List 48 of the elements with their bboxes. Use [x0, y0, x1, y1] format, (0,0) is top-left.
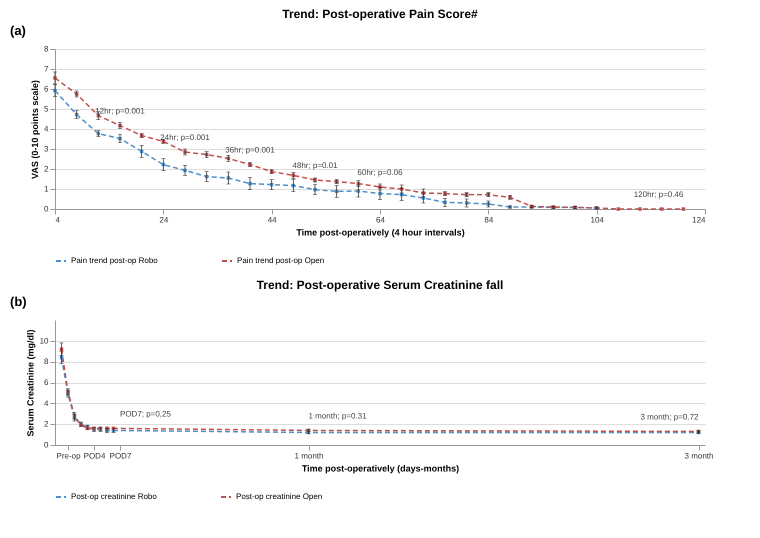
x-tick-label: 84: [484, 216, 494, 224]
chart-title: Trend: Post-operative Serum Creatinine fall: [256, 278, 504, 292]
y-tick-label: 2: [44, 164, 50, 174]
x-axis-title: Time post-operatively (4 hour intervals): [296, 228, 465, 238]
annotation: 1 month; p=0.31: [308, 411, 368, 420]
annotation: POD7; p=0,25: [120, 409, 172, 418]
y-tick-label: 10: [40, 336, 50, 346]
y-tick-label: 2: [44, 420, 50, 429]
x-tick-label: 4: [56, 216, 60, 224]
y-tick-label: 5: [44, 104, 50, 114]
annotation: 36hr; p=0.001: [225, 146, 276, 155]
y-tick-label: 7: [44, 64, 50, 74]
text: (a): [10, 23, 26, 38]
x-axis-title: Time post-operatively (days-months): [302, 464, 460, 474]
y-tick-label: 8: [44, 357, 50, 366]
y-tick-label: 6: [44, 84, 50, 94]
annotation: 12hr; p=0.001: [95, 106, 146, 116]
y-tick-label: 1: [44, 184, 50, 194]
y-tick-label: 4: [44, 398, 50, 408]
y-tick-label: 0: [44, 204, 50, 214]
x-tick-label: POD7: [110, 452, 132, 460]
legend-label: Post-op creatinine Open: [236, 492, 322, 501]
text: (b): [10, 294, 27, 309]
x-tick-label: 3 month: [684, 452, 714, 460]
y-tick-label: 0: [44, 440, 50, 450]
x-tick-label: Pre-op: [56, 452, 82, 460]
annotation: 60hr; p=0.06: [357, 168, 404, 177]
y-axis-title: VAS (0-10 points scale): [30, 80, 40, 179]
chart-title: Trend: Post-operative Pain Score#: [282, 7, 478, 21]
annotation: 120hr; p=0.46: [634, 190, 684, 199]
y-tick-label: 8: [44, 44, 50, 54]
x-tick-label: 44: [268, 216, 278, 224]
annotation: 48hr; p=0.01: [292, 161, 338, 170]
x-tick-label: 64: [376, 216, 386, 224]
x-tick-label: 24: [159, 216, 169, 224]
annotation: 3 month; p=0.72: [640, 412, 700, 422]
x-tick-label: 124: [692, 216, 706, 224]
x-tick-label: POD4: [84, 452, 106, 460]
y-axis-title: Serum Creatinine (mg/dl): [26, 329, 36, 437]
annotation: 24hr; p=0.001: [160, 133, 210, 142]
y-tick-label: 3: [44, 144, 50, 154]
legend-label: Pain trend post-op Open: [237, 256, 324, 265]
x-tick-label: 1 month: [294, 452, 324, 460]
legend-label: Pain trend post-op Robo: [71, 256, 158, 265]
x-tick-label: 104: [590, 216, 604, 224]
y-tick-label: 4: [44, 124, 50, 134]
y-tick-label: 6: [44, 378, 50, 387]
legend-label: Post-op creatinine Robo: [71, 492, 158, 501]
